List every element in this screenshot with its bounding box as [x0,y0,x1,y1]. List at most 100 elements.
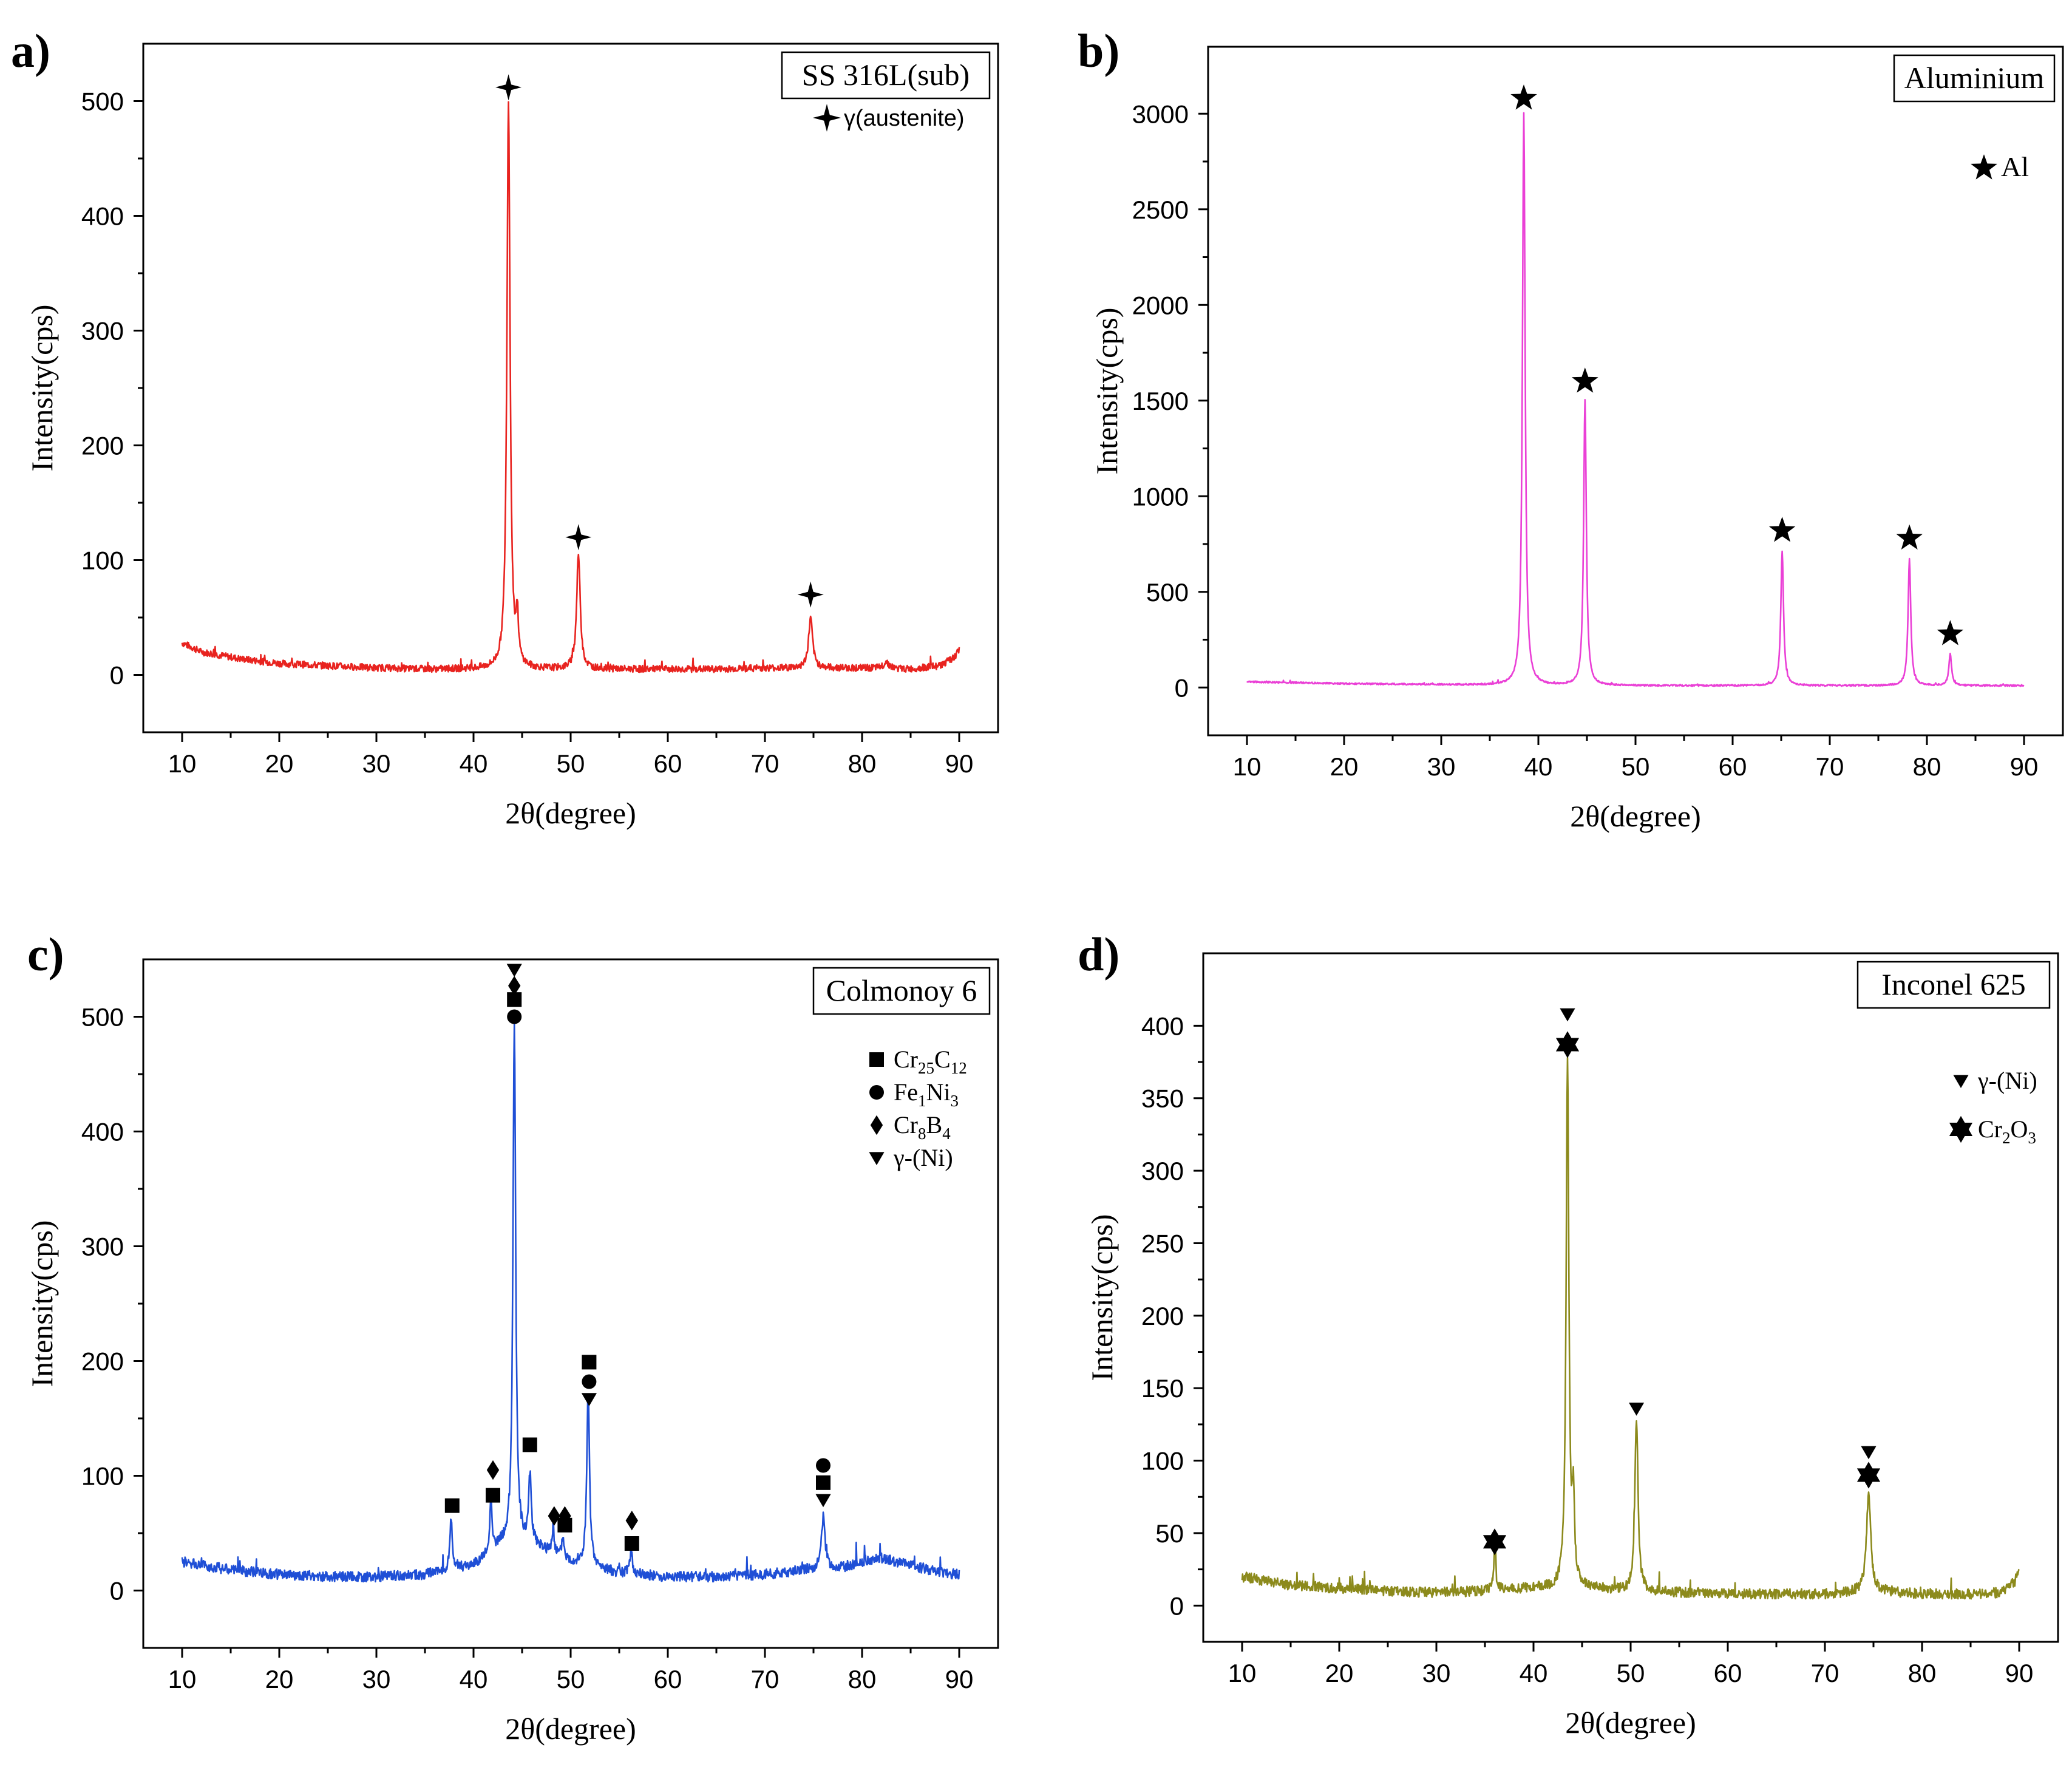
x-tick-label: 60 [1719,752,1747,781]
y-tick-label: 300 [1141,1157,1184,1185]
x-tick-label: 20 [1330,752,1359,781]
x-tick-label: 40 [460,749,488,778]
legend-symbol-triangle_down [869,1152,885,1165]
peak-marker-triangle_down [581,1393,597,1406]
legend-text: B [926,1111,943,1138]
x-tick-label: 60 [1714,1659,1742,1687]
x-tick-label: 10 [168,749,197,778]
x-tick-label: 30 [362,749,391,778]
y-tick-label: 50 [1155,1519,1184,1548]
peak-marker-star6 [1483,1528,1507,1556]
peak-marker-diamond [548,1506,560,1526]
y-tick-label: 1500 [1132,387,1189,415]
peak-marker-star6 [1555,1031,1580,1058]
peak-marker-star5 [1510,84,1537,110]
sample-title-box [812,967,991,1015]
legend-entry: Fe1Ni3 [869,1078,959,1110]
peak-marker-square [522,1437,537,1452]
y-tick-label: 100 [81,546,124,575]
legend-subscript: 3 [951,1092,959,1110]
x-tick-label: 20 [265,749,294,778]
y-tick-label: 500 [81,87,124,116]
x-tick-label: 90 [2010,752,2039,781]
peak-marker-star6 [1856,1462,1881,1489]
y-tick-label: 300 [81,1233,124,1261]
y-tick-label: 400 [81,202,124,231]
x-tick-label: 50 [557,1665,585,1693]
x-tick-label: 90 [2005,1659,2034,1687]
pattern-series-line [181,1023,960,1583]
y-tick-label: 250 [1141,1229,1184,1257]
legend-label: γ(austenite) [844,106,965,131]
peak-marker-star5 [1768,517,1796,542]
legend-label: γ-(Ni) [1977,1067,2037,1094]
x-tick-label: 30 [362,1665,391,1693]
x-tick-label: 60 [654,1665,682,1693]
x-tick-label: 70 [1811,1659,1839,1687]
peak-marker-triangle_down [1560,1008,1575,1022]
y-tick-label: 200 [1141,1302,1184,1330]
x-tick-label: 70 [751,749,780,778]
x-tick-label: 30 [1422,1659,1451,1687]
legend-label: Cr2O3 [1978,1115,2036,1147]
y-tick-label: 0 [1170,1591,1184,1620]
legend-entry: Cr8B4 [870,1111,951,1143]
legend-text: γ-(Ni) [893,1144,953,1171]
x-tick-label: 10 [1233,752,1262,781]
panel-a: a) 10 20 30 40 50 60 70 80 90 0 100 200 300 400 500 2θ(d… [11,24,999,830]
legend-entry: γ(austenite) [813,104,965,132]
legend-symbol-circle [869,1085,884,1100]
peak-marker-cross4 [565,524,592,551]
sample-title: Aluminium [1904,61,2045,95]
peak-marker-star5 [1572,367,1598,393]
x-tick-label: 30 [1427,752,1456,781]
x-tick-label: 60 [654,749,682,778]
y-tick-label: 200 [81,1347,124,1376]
y-tick-label: 100 [1141,1447,1184,1475]
sample-title: SS 316L(sub) [802,58,970,92]
peak-marker-diamond [625,1511,638,1531]
peak-marker-square [816,1475,830,1490]
peak-marker-triangle_down [815,1494,831,1508]
legend-text: Cr [1978,1115,2002,1143]
x-axis-title: 2θ(degree) [505,1712,636,1746]
legend-subscript: 8 [918,1125,926,1143]
panel-label: b) [1078,24,1119,77]
panel-d: d) 10 20 30 40 50 60 70 80 90 0 50 100 150 200 250 300 35… [1078,928,2059,1740]
x-axis-title: 2θ(degree) [1565,1706,1696,1740]
y-tick-label: 0 [110,1577,124,1605]
x-tick-label: 50 [557,749,585,778]
sample-title-box [1893,54,2056,103]
peak-marker-diamond [486,1460,500,1480]
legend-symbol-star5 [1971,154,1997,180]
x-tick-label: 20 [265,1665,294,1693]
y-tick-label: 3000 [1132,100,1189,128]
x-tick-label: 80 [848,1665,877,1693]
x-tick-label: 40 [1520,1659,1548,1687]
legend-label: Cr25C12 [894,1046,967,1077]
y-tick-label: 0 [110,661,124,690]
legend-entry: γ-(Ni) [869,1144,953,1171]
legend-label: Cr8B4 [894,1111,951,1143]
legend-subscript: 4 [942,1125,951,1143]
peak-marker-square [557,1517,572,1533]
legend-text: γ-(Ni) [1977,1067,2037,1094]
x-tick-label: 80 [1913,752,1941,781]
y-tick-label: 400 [81,1118,124,1146]
panel-label: c) [27,928,64,981]
x-tick-label: 90 [945,1665,974,1693]
legend-label: γ-(Ni) [893,1144,953,1171]
peak-marker-square [444,1498,460,1513]
legend-text: Cr [894,1046,918,1073]
peak-marker-triangle_down [1629,1403,1645,1416]
y-tick-label: 500 [81,1003,124,1032]
y-axis-title: Intensity(cps) [1085,1214,1119,1381]
legend-subscript: 25 [918,1059,934,1077]
panel-c: c) 10 20 30 40 50 60 70 80 90 0 100 200 300 400 500 2θ(d… [25,928,999,1746]
x-tick-label: 50 [1617,1659,1645,1687]
y-tick-label: 100 [81,1462,124,1491]
legend-text: C [934,1046,951,1073]
legend-symbol-diamond [870,1115,883,1135]
y-tick-label: 400 [1141,1012,1184,1040]
x-axis-title: 2θ(degree) [505,796,636,830]
